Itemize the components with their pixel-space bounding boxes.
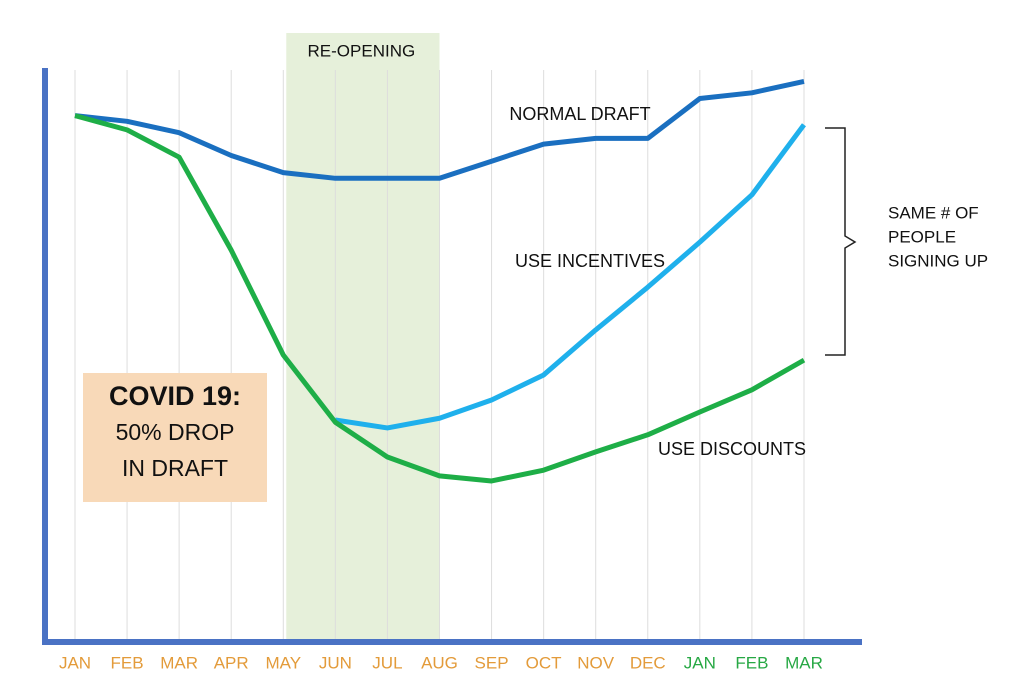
series-line — [334, 123, 806, 431]
x-tick-label: NOV — [577, 653, 615, 672]
x-tick-label: MAR — [160, 653, 198, 672]
x-tick-label: AUG — [421, 653, 458, 672]
x-tick-label: JAN — [59, 653, 91, 672]
series-label: USE INCENTIVES — [515, 251, 665, 271]
x-tick-label: MAY — [265, 653, 301, 672]
bracket — [825, 127, 857, 356]
series-line — [74, 78, 805, 181]
x-tick-label: SEP — [475, 653, 509, 672]
x-tick-label: MAR — [785, 653, 823, 672]
bracket-note: SIGNING UP — [888, 251, 988, 270]
x-tick-label: JAN — [684, 653, 716, 672]
series-label: USE DISCOUNTS — [658, 439, 806, 459]
bracket-note: PEOPLE — [888, 227, 956, 246]
x-tick-label: DEC — [630, 653, 666, 672]
covid-box — [83, 373, 267, 502]
highlight-band — [286, 33, 440, 640]
covid-text: IN DRAFT — [122, 455, 228, 481]
covid-text: 50% DROP — [116, 419, 235, 445]
x-tick-label: FEB — [735, 653, 768, 672]
x-tick-label: FEB — [111, 653, 144, 672]
x-tick-label: APR — [214, 653, 249, 672]
highlight-label: RE-OPENING — [308, 41, 416, 60]
series-line — [74, 113, 806, 484]
covid-text: COVID 19: — [109, 381, 241, 411]
x-tick-label: OCT — [526, 653, 562, 672]
x-tick-label: JUL — [372, 653, 402, 672]
series-label: NORMAL DRAFT — [509, 104, 650, 124]
bracket-note: SAME # OF — [888, 203, 979, 222]
x-tick-label: JUN — [319, 653, 352, 672]
